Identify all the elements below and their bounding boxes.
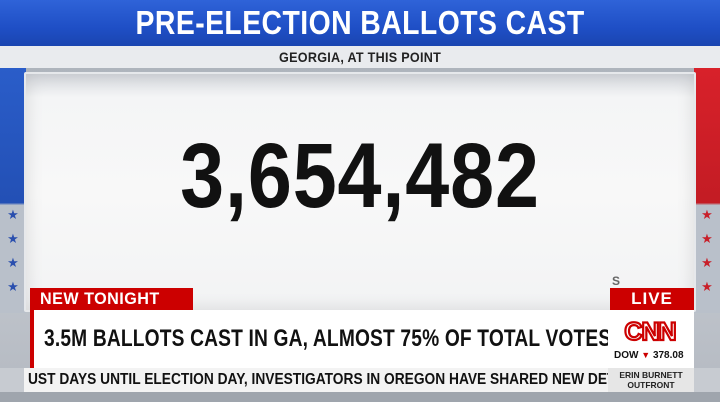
left-side-panel: ★ ★ ★ ★ [0, 68, 26, 313]
dow-label: DOW [614, 350, 639, 361]
ticker-text: UST DAYS UNTIL ELECTION DAY, INVESTIGATO… [28, 371, 608, 388]
news-ticker: UST DAYS UNTIL ELECTION DAY, INVESTIGATO… [24, 368, 608, 392]
headline-text: 3.5M BALLOTS CAST IN GA, ALMOST 75% OF T… [44, 325, 686, 352]
star-icon: ★ [7, 207, 19, 222]
show-name-box: ERIN BURNETT OUTFRONT [608, 368, 694, 392]
ballots-count: 3,654,482 [180, 125, 540, 227]
cnn-logo-icon: CNN [618, 316, 682, 346]
headline-bar: 3.5M BALLOTS CAST IN GA, ALMOST 75% OF T… [30, 310, 685, 368]
star-icon: ★ [701, 231, 713, 246]
star-icon: ★ [7, 255, 19, 270]
star-icon: ★ [701, 207, 713, 222]
graphic-subtitle: GEORGIA, AT THIS POINT [278, 49, 442, 65]
star-icon: ★ [7, 231, 19, 246]
subtitle-bar: GEORGIA, AT THIS POINT [0, 46, 720, 68]
show-name-line2: OUTFRONT [627, 380, 675, 390]
new-tonight-label: NEW TONIGHT [40, 289, 160, 308]
right-side-panel: ★ ★ ★ ★ [694, 68, 720, 313]
dow-value: 378.08 [652, 350, 684, 361]
star-icon: ★ [701, 255, 713, 270]
star-icon: ★ [7, 279, 19, 294]
new-tonight-tag: NEW TONIGHT [30, 288, 193, 310]
live-badge: LIVE [610, 288, 694, 310]
down-triangle-icon: ▼ [641, 350, 651, 360]
dow-readout: DOW ▼ 378.08 [614, 350, 684, 361]
graphic-title: PRE-ELECTION BALLOTS CAST [135, 4, 585, 41]
bottom-strip [0, 392, 720, 402]
logo-box: CNN DOW ▼ 378.08 [608, 310, 694, 368]
number-panel: 3,654,482 S [24, 72, 696, 312]
cnn-logo-text: CNN [624, 318, 675, 346]
title-bar: PRE-ELECTION BALLOTS CAST [0, 0, 720, 46]
star-icon: ★ [701, 279, 713, 294]
panel-corner-text: S [611, 274, 620, 288]
show-name-line1: ERIN BURNETT [619, 370, 683, 380]
